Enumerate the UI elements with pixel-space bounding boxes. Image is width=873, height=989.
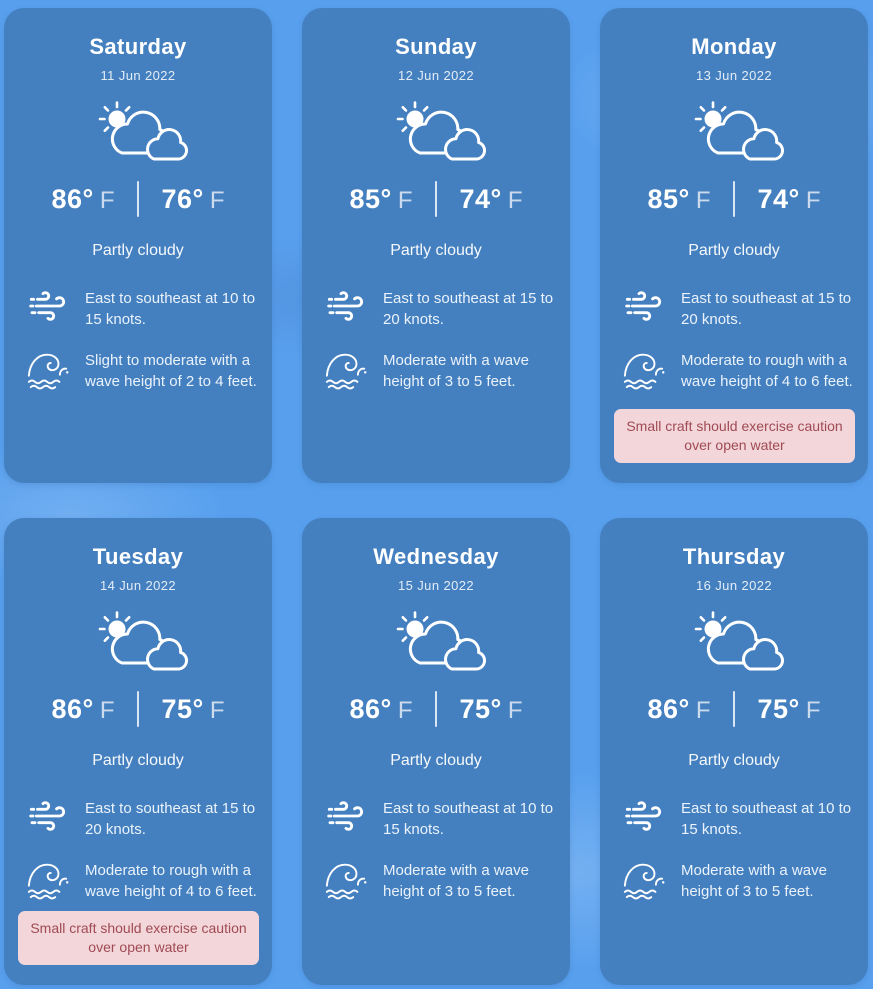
sea-text: Moderate with a wave height of 3 to 5 fe…	[681, 862, 827, 900]
wind-icon	[24, 286, 70, 326]
low-temp: 75° F	[757, 693, 821, 724]
high-temp: 86° F	[349, 693, 413, 724]
condition-text: Partly cloudy	[688, 242, 780, 259]
wind-icon	[620, 286, 666, 326]
condition-text: Partly cloudy	[688, 752, 780, 769]
partly-cloudy-icon	[4, 609, 272, 673]
wind-icon	[322, 286, 368, 326]
sea-row: Slight to moderate with a wave height of…	[24, 348, 260, 392]
wave-icon	[24, 858, 70, 900]
temp-divider	[435, 691, 437, 727]
wave-icon	[24, 348, 70, 390]
low-temp: 74° F	[459, 183, 523, 214]
wind-icon	[322, 796, 368, 836]
low-temp: 75° F	[459, 693, 523, 724]
wind-text: East to southeast at 15 to 20 knots.	[383, 290, 554, 328]
forecast-card: Thursday 16 Jun 2022 86° F 75° F Partly cl…	[600, 518, 868, 985]
temp-divider	[137, 691, 139, 727]
condition-text: Partly cloudy	[92, 242, 184, 259]
day-title: Saturday	[89, 34, 187, 59]
day-title: Sunday	[395, 34, 477, 59]
wind-text: East to southeast at 10 to 15 knots.	[85, 290, 256, 328]
sea-row: Moderate with a wave height of 3 to 5 fe…	[322, 348, 558, 392]
low-temp: 75° F	[161, 693, 225, 724]
temp-divider	[435, 181, 437, 217]
day-title: Wednesday	[373, 544, 499, 569]
wave-icon	[620, 348, 666, 390]
wind-text: East to southeast at 10 to 15 knots.	[383, 800, 554, 838]
date: 14 Jun 2022	[100, 578, 176, 593]
sea-row: Moderate with a wave height of 3 to 5 fe…	[620, 858, 856, 902]
high-temp: 85° F	[647, 183, 711, 214]
condition-text: Partly cloudy	[390, 242, 482, 259]
forecast-card: Monday 13 Jun 2022 85° F 74° F Partly clou…	[600, 8, 868, 483]
wind-row: East to southeast at 15 to 20 knots.	[322, 286, 558, 330]
wave-icon	[620, 858, 666, 900]
temperature-row: 85° F 74° F	[600, 181, 868, 217]
sea-text: Moderate to rough with a wave height of …	[85, 862, 257, 900]
temp-divider	[137, 181, 139, 217]
forecast-card: Wednesday 15 Jun 2022 86° F 75° F Partly c…	[302, 518, 570, 985]
wave-icon	[322, 858, 368, 900]
temperature-row: 86° F 75° F	[4, 691, 272, 727]
wind-icon	[24, 796, 70, 836]
forecast-card: Tuesday 14 Jun 2022 86° F 75° F Partly clo…	[4, 518, 272, 985]
temperature-row: 86° F 76° F	[4, 181, 272, 217]
temperature-row: 85° F 74° F	[302, 181, 570, 217]
high-temp: 85° F	[349, 183, 413, 214]
partly-cloudy-icon	[302, 609, 570, 673]
forecast-card: Saturday 11 Jun 2022 86° F 76° F Partly cl…	[4, 8, 272, 483]
warning-badge: Small craft should exercise caution over…	[18, 911, 259, 965]
partly-cloudy-icon	[600, 609, 868, 673]
partly-cloudy-icon	[302, 99, 570, 163]
date: 12 Jun 2022	[398, 68, 474, 83]
high-temp: 86° F	[647, 693, 711, 724]
forecast-card: Sunday 12 Jun 2022 85° F 74° F Partly clou…	[302, 8, 570, 483]
sea-text: Moderate to rough with a wave height of …	[681, 352, 853, 390]
date: 13 Jun 2022	[696, 68, 772, 83]
temp-divider	[733, 181, 735, 217]
wind-text: East to southeast at 15 to 20 knots.	[85, 800, 256, 838]
wind-text: East to southeast at 15 to 20 knots.	[681, 290, 852, 328]
sea-row: Moderate with a wave height of 3 to 5 fe…	[322, 858, 558, 902]
high-temp: 86° F	[51, 183, 115, 214]
temperature-row: 86° F 75° F	[600, 691, 868, 727]
wind-row: East to southeast at 15 to 20 knots.	[620, 286, 856, 330]
sea-text: Slight to moderate with a wave height of…	[85, 352, 257, 390]
date: 15 Jun 2022	[398, 578, 474, 593]
low-temp: 74° F	[757, 183, 821, 214]
low-temp: 76° F	[161, 183, 225, 214]
partly-cloudy-icon	[600, 99, 868, 163]
partly-cloudy-icon	[4, 99, 272, 163]
sea-row: Moderate to rough with a wave height of …	[620, 348, 856, 392]
wind-row: East to southeast at 15 to 20 knots.	[24, 796, 260, 840]
condition-text: Partly cloudy	[390, 752, 482, 769]
sea-text: Moderate with a wave height of 3 to 5 fe…	[383, 862, 529, 900]
date: 16 Jun 2022	[696, 578, 772, 593]
warning-badge: Small craft should exercise caution over…	[614, 409, 855, 463]
day-title: Monday	[691, 34, 777, 59]
temp-divider	[733, 691, 735, 727]
wind-row: East to southeast at 10 to 15 knots.	[322, 796, 558, 840]
condition-text: Partly cloudy	[92, 752, 184, 769]
wind-row: East to southeast at 10 to 15 knots.	[24, 286, 260, 330]
wave-icon	[322, 348, 368, 390]
sea-row: Moderate to rough with a wave height of …	[24, 858, 260, 902]
high-temp: 86° F	[51, 693, 115, 724]
date: 11 Jun 2022	[100, 68, 176, 83]
wind-row: East to southeast at 10 to 15 knots.	[620, 796, 856, 840]
wind-text: East to southeast at 10 to 15 knots.	[681, 800, 852, 838]
sea-text: Moderate with a wave height of 3 to 5 fe…	[383, 352, 529, 390]
day-title: Thursday	[682, 544, 786, 569]
wind-icon	[620, 796, 666, 836]
temperature-row: 86° F 75° F	[302, 691, 570, 727]
day-title: Tuesday	[92, 544, 184, 569]
